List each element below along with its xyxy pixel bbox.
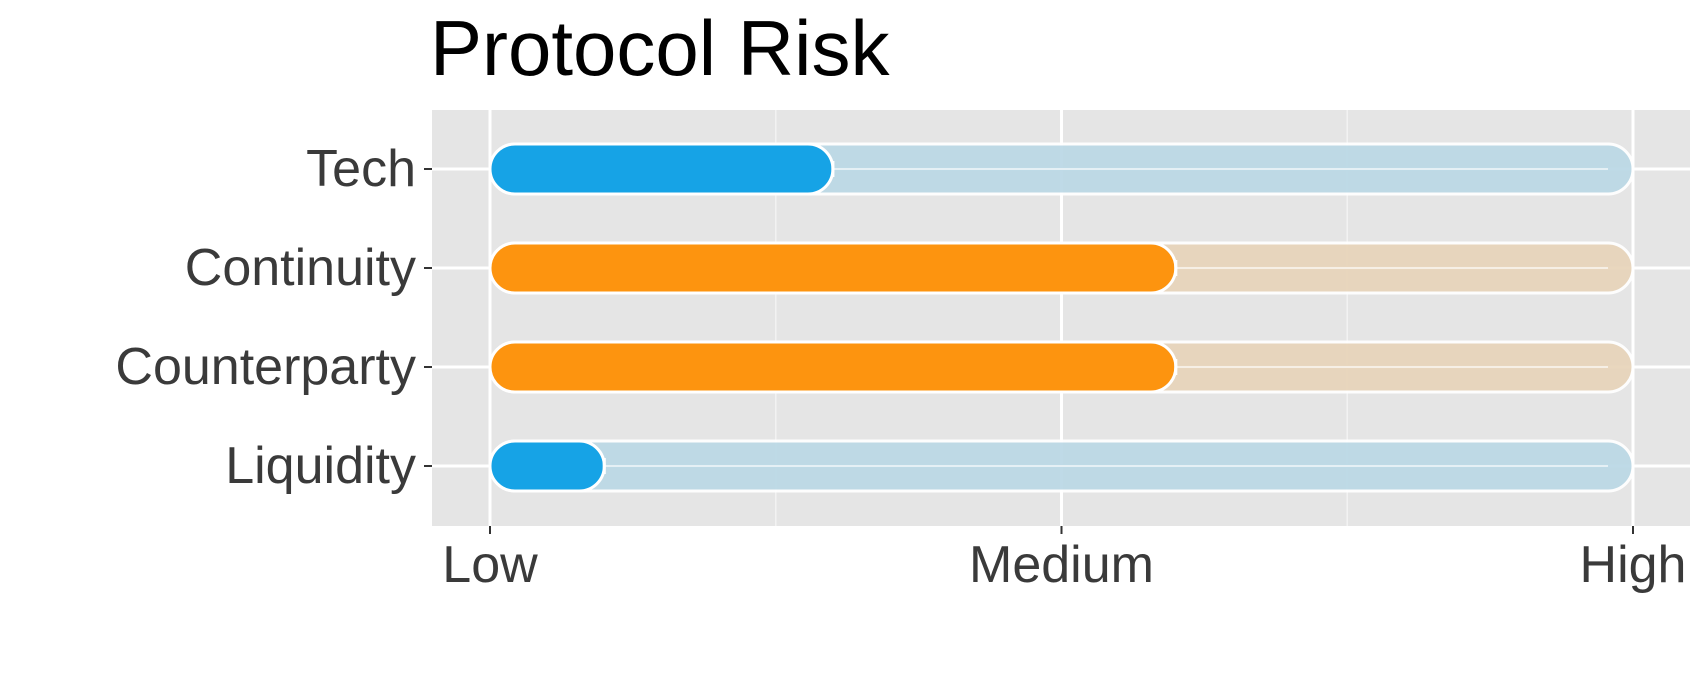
y-axis: Tech Continuity Counterparty Liquidity bbox=[115, 140, 432, 495]
category-label: Continuity bbox=[185, 239, 416, 297]
x-axis: Low Medium High bbox=[442, 526, 1686, 594]
bar bbox=[488, 241, 1178, 295]
bar bbox=[488, 439, 606, 493]
x-tick-label: High bbox=[1580, 536, 1687, 594]
x-tick-label: Low bbox=[442, 536, 538, 594]
x-tick-label: Medium bbox=[969, 536, 1154, 594]
bars bbox=[488, 142, 1178, 493]
bar bbox=[488, 142, 835, 196]
category-label: Tech bbox=[306, 140, 416, 198]
chart-title: Protocol Risk bbox=[430, 4, 890, 92]
category-label: Liquidity bbox=[225, 437, 416, 495]
category-label: Counterparty bbox=[115, 338, 416, 396]
bar bbox=[488, 340, 1178, 394]
